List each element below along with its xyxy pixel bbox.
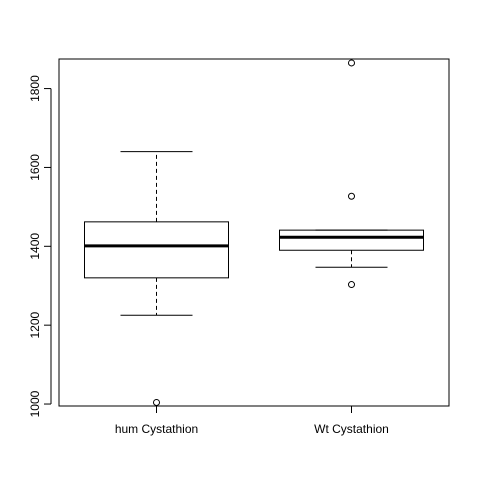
y-axis: 1000 1200 1400 1600 1800 xyxy=(28,75,52,417)
plot-frame xyxy=(58,58,450,407)
box-iqr xyxy=(84,221,229,279)
y-tick-label: 1200 xyxy=(28,311,42,338)
outlier-point xyxy=(153,398,160,406)
box-iqr xyxy=(279,229,424,251)
outlier-point xyxy=(348,281,355,289)
y-tick-label: 1000 xyxy=(28,390,42,417)
y-tick-label: 1400 xyxy=(28,233,42,260)
y-tick-label: 1800 xyxy=(28,75,42,102)
x-tick-label: Wt Cystathion xyxy=(314,422,389,436)
box-group xyxy=(84,151,229,406)
y-tick-label: 1600 xyxy=(28,154,42,181)
box-group xyxy=(279,59,424,289)
x-tick-label: hum Cystathion xyxy=(115,422,198,436)
x-axis: hum Cystathion Wt Cystathion xyxy=(115,406,389,436)
outlier-point xyxy=(348,192,355,200)
boxes-layer xyxy=(84,59,424,406)
outlier-point xyxy=(348,59,355,67)
